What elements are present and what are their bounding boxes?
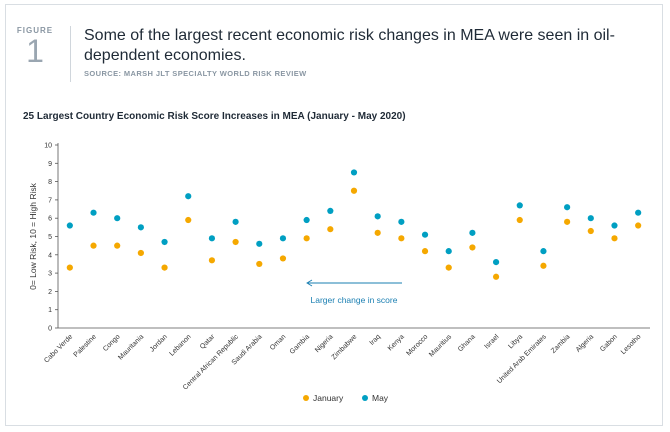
annotation-arrow-head (306, 279, 313, 287)
point-may-libya (516, 202, 523, 209)
point-january-gabon (611, 235, 618, 242)
point-may-palestine (90, 209, 97, 216)
figure-label: FIGURE (16, 26, 54, 35)
figure-frame (5, 4, 663, 426)
point-january-united-arab-emirates (540, 262, 547, 269)
x-category-label: Mauritania (117, 333, 145, 361)
x-category-label: Gabon (599, 333, 619, 353)
point-may-kenya (398, 218, 405, 225)
x-category-label: Lebanon (168, 333, 192, 357)
x-category-label: Mauritius (428, 333, 453, 358)
point-january-zimbabwe (350, 187, 358, 194)
point-may-jordan (161, 238, 168, 246)
figure-source: SOURCE: MARSH JLT SPECIALTY WORLD RISK R… (84, 69, 307, 78)
y-tick-label: 2 (48, 289, 52, 296)
y-tick-label: 0 (48, 326, 52, 333)
point-january-saudi-arabia (256, 260, 263, 268)
x-category-label: Zambia (550, 333, 572, 355)
legend-marker-may (362, 395, 368, 401)
y-tick-label: 3 (48, 271, 52, 278)
point-january-ghana (469, 244, 476, 251)
x-category-label: Congo (102, 333, 122, 353)
point-may-ghana (469, 229, 476, 236)
x-category-label: Palestine (73, 333, 98, 358)
point-may-iraq (374, 213, 381, 220)
figure-number: 1 (26, 33, 44, 69)
point-may-central-african-republic (232, 218, 239, 225)
y-tick-label: 5 (48, 234, 52, 241)
point-may-gabon (611, 222, 618, 229)
x-category-label: United Arab Emirates (496, 333, 548, 385)
y-tick-label: 1 (48, 307, 52, 314)
point-may-algeria (587, 215, 594, 222)
x-category-label: Libya (507, 333, 524, 350)
point-january-mauritius (445, 264, 452, 271)
x-category-label: Qatar (199, 333, 217, 351)
point-january-libya (516, 216, 523, 224)
legend-label-january: January (313, 393, 344, 403)
point-january-iraq (374, 229, 381, 236)
x-category-label: Ghana (457, 333, 477, 353)
y-tick-label: 10 (44, 143, 52, 150)
point-may-cabo-verde (66, 222, 73, 229)
x-category-label: Cabo Verde (43, 333, 74, 364)
point-may-morocco (421, 231, 429, 238)
point-may-congo (114, 215, 121, 222)
point-january-gambia (303, 235, 310, 242)
point-may-israel (492, 259, 500, 266)
y-tick-label: 6 (48, 216, 52, 223)
point-may-gambia (303, 216, 310, 224)
x-category-label: Kenya (387, 333, 406, 352)
x-category-label: Zimbabwe (331, 333, 359, 361)
x-category-label: Israel (483, 333, 500, 350)
point-may-zimbabwe (350, 169, 358, 176)
x-category-label: Lesotho (620, 333, 643, 356)
point-january-morocco (421, 248, 429, 255)
point-may-zambia (564, 204, 571, 211)
point-january-zambia (564, 218, 571, 225)
x-category-label: Nigeria (314, 333, 335, 354)
figure-headline: Some of the largest recent economic risk… (84, 27, 615, 64)
x-category-label: Iraq (369, 333, 383, 347)
y-axis-title: 0= Low Risk, 10 = High Risk (28, 182, 38, 290)
point-may-nigeria (327, 207, 334, 214)
point-may-qatar (208, 235, 216, 242)
y-tick-label: 4 (48, 252, 52, 259)
point-january-algeria (587, 227, 594, 235)
legend-label-may: May (372, 393, 389, 403)
point-may-lesotho (635, 209, 642, 216)
point-january-nigeria (327, 226, 334, 233)
point-january-lebanon (185, 216, 192, 224)
point-january-qatar (208, 257, 216, 264)
chart-title: 25 Largest Country Economic Risk Score I… (23, 111, 406, 122)
point-january-congo (114, 242, 121, 249)
point-may-oman (279, 235, 287, 242)
point-january-oman (279, 255, 287, 262)
x-category-label: Morocco (406, 333, 430, 357)
point-may-united-arab-emirates (540, 248, 547, 255)
point-january-lesotho (635, 222, 642, 229)
point-may-mauritania (137, 224, 144, 231)
point-january-jordan (161, 264, 168, 271)
x-category-label: Jordan (149, 333, 169, 353)
point-january-mauritania (137, 249, 144, 257)
point-january-cabo-verde (66, 264, 73, 271)
legend-marker-january (303, 395, 309, 401)
y-tick-label: 9 (48, 161, 52, 168)
point-may-mauritius (445, 248, 452, 255)
x-category-label: Gambia (289, 333, 311, 355)
x-category-label: Oman (269, 333, 288, 352)
point-may-saudi-arabia (256, 240, 263, 247)
point-january-israel (492, 273, 500, 280)
figure-divider (70, 26, 71, 82)
point-may-lebanon (185, 193, 192, 200)
x-category-label: Algeria (575, 333, 595, 353)
annotation-text: Larger change in score (311, 295, 398, 305)
point-january-palestine (90, 242, 97, 249)
point-january-central-african-republic (232, 238, 239, 246)
y-tick-label: 8 (48, 179, 52, 186)
y-tick-label: 7 (48, 197, 52, 204)
point-january-kenya (398, 235, 405, 242)
